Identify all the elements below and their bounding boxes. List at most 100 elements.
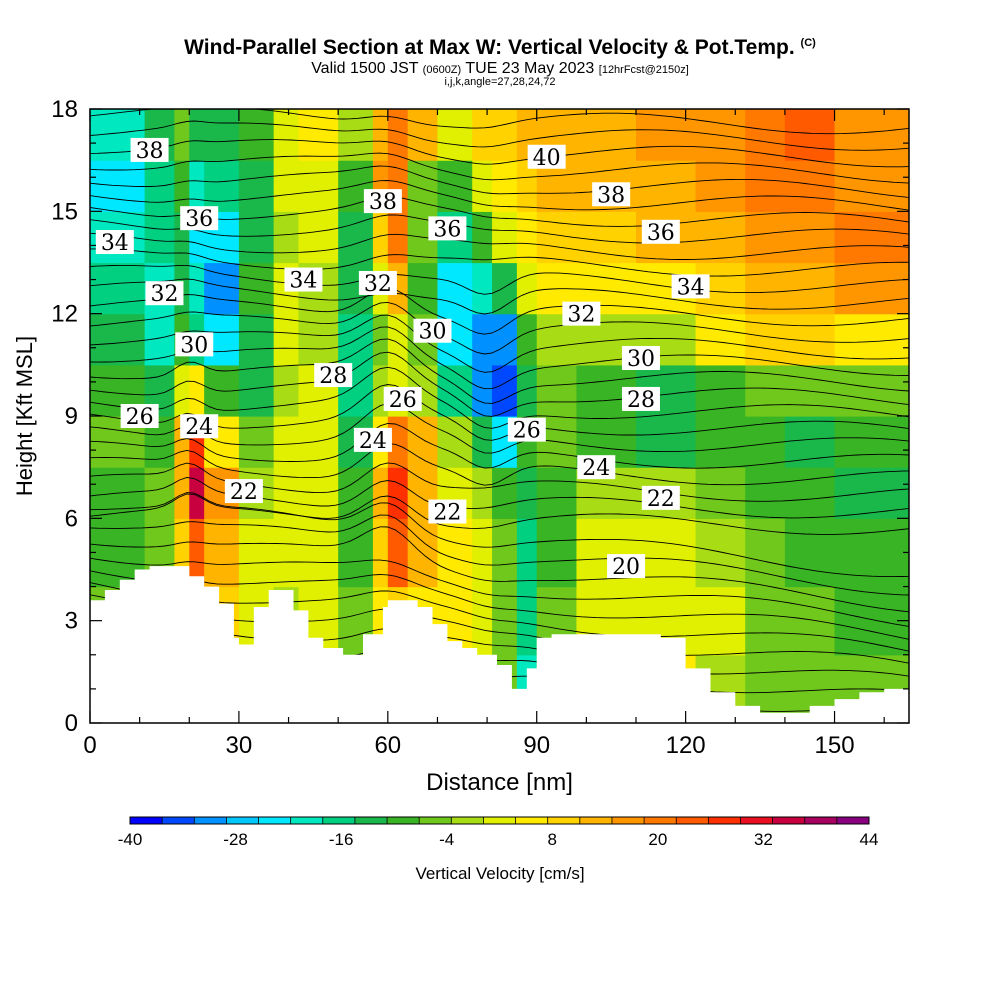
valid-time: Valid 1500 JST bbox=[311, 60, 419, 77]
isentrope-label: 24 bbox=[582, 456, 610, 481]
x-tick-label: 120 bbox=[666, 732, 706, 759]
colorbar-swatch bbox=[419, 817, 452, 824]
isentrope-label: 20 bbox=[612, 555, 640, 580]
velocity-cell bbox=[407, 109, 439, 161]
isentrope-label-bg bbox=[145, 281, 184, 306]
isentrope-line bbox=[90, 443, 909, 486]
velocity-cell bbox=[298, 211, 339, 264]
isentrope-label-bg bbox=[562, 301, 601, 326]
isentrope-label: 30 bbox=[180, 333, 208, 358]
colorbar-swatch bbox=[611, 817, 645, 824]
velocity-cell bbox=[437, 364, 473, 417]
velocity-cell bbox=[273, 160, 300, 212]
colorbar-tick-label: -28 bbox=[223, 830, 248, 849]
isentrope-label-bg bbox=[180, 414, 219, 439]
isentrope-label-bg bbox=[621, 346, 660, 371]
velocity-cell bbox=[338, 467, 374, 519]
isentrope-line bbox=[90, 139, 909, 168]
colorbar-swatch bbox=[579, 817, 613, 824]
colorbar-tick-label: 44 bbox=[860, 830, 879, 849]
velocity-cell bbox=[695, 467, 746, 519]
velocity-cell bbox=[90, 262, 146, 315]
velocity-cell bbox=[204, 262, 240, 315]
isentrope-label-bg bbox=[175, 332, 214, 357]
isentrope-label: 26 bbox=[126, 405, 154, 430]
velocity-cell bbox=[387, 313, 409, 366]
velocity-cell bbox=[745, 109, 786, 161]
isentrope-label: 24 bbox=[185, 415, 213, 440]
isentrope-label-bg bbox=[428, 499, 467, 524]
isentrope-label: 38 bbox=[597, 183, 625, 208]
velocity-cell bbox=[298, 109, 339, 161]
isentrope-line bbox=[90, 180, 909, 211]
velocity-cell bbox=[372, 211, 389, 264]
velocity-cell bbox=[174, 109, 190, 161]
velocity-cell bbox=[189, 109, 205, 161]
velocity-cell bbox=[695, 586, 746, 656]
isentrope-line bbox=[90, 301, 909, 355]
isentrope-line bbox=[90, 351, 909, 417]
velocity-cell bbox=[516, 364, 538, 417]
isentrope-line bbox=[90, 326, 909, 390]
velocity-cell bbox=[407, 416, 439, 468]
isentrope-label-bg bbox=[224, 479, 263, 504]
isentrope-label-bg bbox=[363, 189, 402, 214]
velocity-cell bbox=[695, 109, 746, 161]
x-tick-label: 0 bbox=[83, 732, 96, 759]
x-axis: 0 30 60 90 120 150 Distance [nm] bbox=[83, 109, 885, 796]
velocity-cell bbox=[784, 518, 836, 588]
velocity-cell bbox=[834, 160, 909, 212]
isentrope-line bbox=[90, 232, 909, 260]
isentrope-line bbox=[90, 366, 909, 429]
colorbar-swatch bbox=[772, 817, 806, 824]
isentrope-label-bg bbox=[130, 137, 169, 162]
velocity-cell bbox=[492, 518, 518, 588]
colorbar-frame bbox=[129, 816, 870, 825]
isentrope-line bbox=[90, 314, 909, 373]
colorbar-swatch bbox=[547, 817, 581, 824]
forecast-info: [12hrFcst@2150z] bbox=[598, 64, 689, 76]
isentrope-label: 26 bbox=[389, 388, 417, 413]
velocity-cell bbox=[372, 109, 389, 161]
colorbar-swatch bbox=[515, 817, 549, 824]
isentrope-line bbox=[90, 165, 909, 198]
isentrope-line bbox=[90, 384, 909, 441]
velocity-cell bbox=[238, 160, 275, 212]
velocity-cell bbox=[298, 160, 339, 212]
velocity-cell bbox=[695, 518, 746, 588]
velocity-cell bbox=[238, 262, 275, 315]
isentrope-label: 22 bbox=[230, 480, 258, 505]
isentrope-label-bg bbox=[507, 417, 546, 442]
chart-title-text: Wind-Parallel Section at Max W: Vertical… bbox=[184, 36, 795, 59]
velocity-cell bbox=[636, 416, 697, 468]
isentrope-label: 34 bbox=[677, 275, 705, 300]
isentrope-label-bg bbox=[314, 363, 353, 388]
y-tick-label: 18 bbox=[51, 96, 78, 123]
isentrope-label-bg bbox=[607, 554, 646, 579]
velocity-cell bbox=[174, 160, 190, 212]
velocity-cell bbox=[834, 262, 909, 315]
velocity-cell bbox=[298, 518, 339, 588]
velocity-cell bbox=[472, 313, 493, 366]
velocity-cell bbox=[576, 109, 637, 161]
velocity-cell bbox=[273, 211, 300, 264]
x-axis-label: Distance [nm] bbox=[426, 769, 573, 796]
velocity-cell bbox=[387, 416, 409, 468]
isentrope-label: 34 bbox=[101, 231, 129, 256]
velocity-cell bbox=[492, 313, 518, 366]
isentrope-line bbox=[90, 514, 909, 596]
isentrope-line bbox=[90, 196, 909, 227]
velocity-cell bbox=[516, 518, 538, 588]
colorbar-swatch bbox=[804, 817, 838, 824]
isentrope-line bbox=[90, 278, 909, 315]
colorbar-tick-label: 8 bbox=[548, 830, 557, 849]
velocity-cell bbox=[472, 518, 493, 588]
colorbar-swatch bbox=[708, 817, 741, 824]
isentrope-label-bg bbox=[428, 216, 467, 241]
isentrope-label-bg bbox=[383, 386, 422, 411]
velocity-cell bbox=[834, 364, 909, 417]
colorbar-swatch bbox=[451, 817, 484, 824]
valid-date: TUE 23 May 2023 bbox=[465, 60, 595, 77]
colorbar-swatch bbox=[194, 817, 227, 824]
velocity-cell bbox=[695, 416, 746, 468]
